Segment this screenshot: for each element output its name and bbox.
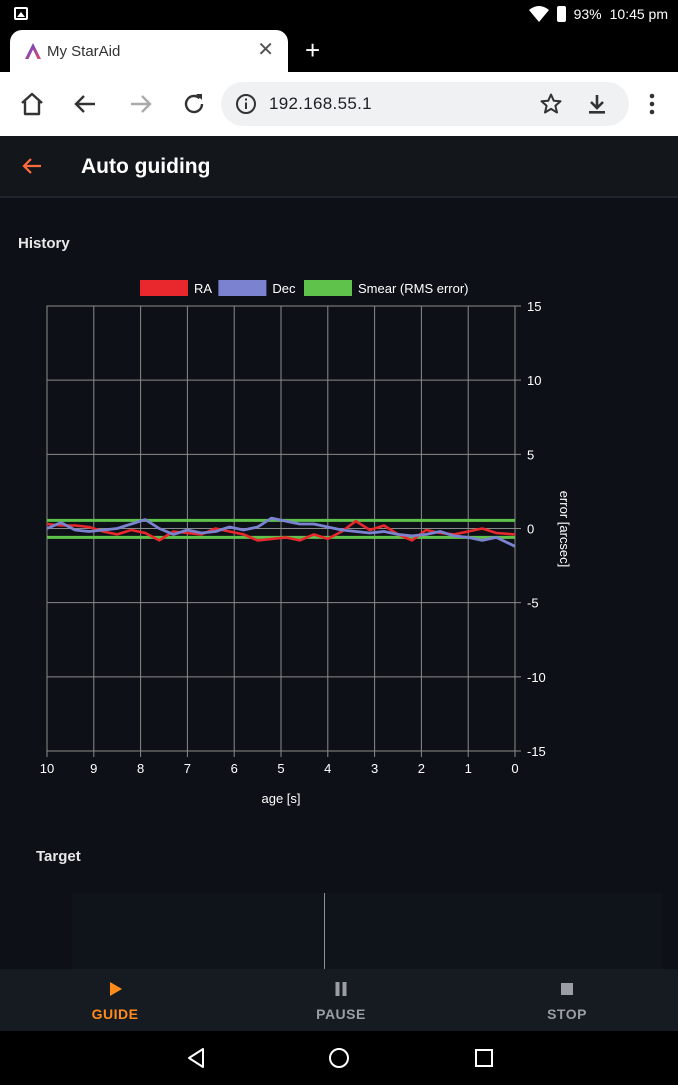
target-view bbox=[72, 893, 662, 969]
dec-legend-label: Dec bbox=[272, 281, 296, 296]
stop-icon bbox=[561, 983, 573, 995]
dec-series-line bbox=[46, 516, 516, 548]
browser-tab[interactable]: My StarAid ✕ bbox=[10, 30, 288, 72]
y-tick-label: -10 bbox=[527, 670, 546, 685]
target-title: Target bbox=[36, 848, 81, 865]
gallery-icon bbox=[14, 7, 28, 20]
stop-label: STOP bbox=[547, 1006, 587, 1022]
x-tick-label: 4 bbox=[324, 761, 331, 776]
stop-button[interactable]: STOP bbox=[454, 969, 678, 1031]
forward-icon[interactable] bbox=[126, 90, 154, 118]
history-chart-svg: RA Dec Smear (RMS error) 10 9 8 7 6 5 4 3 2 1 015105… bbox=[40, 280, 572, 806]
y-tick-label: 5 bbox=[527, 447, 534, 462]
dec-legend-swatch bbox=[218, 280, 267, 296]
x-tick-label: 8 bbox=[137, 761, 144, 776]
battery-icon bbox=[556, 6, 566, 22]
wifi-icon bbox=[528, 6, 549, 22]
ra-series-line bbox=[46, 519, 516, 542]
ra-legend-swatch bbox=[140, 280, 188, 296]
history-chart: RA Dec Smear (RMS error) 10 9 8 7 6 5 4 3 2 1 0 15 10 5… bbox=[0, 270, 678, 820]
page-title: Auto guiding bbox=[81, 155, 211, 178]
staraid-logo-icon bbox=[25, 43, 41, 59]
reload-icon[interactable] bbox=[180, 90, 208, 118]
address-bar[interactable]: 192.168.55.1 bbox=[221, 82, 629, 126]
smear-rms-error-legend-swatch bbox=[304, 280, 352, 296]
system-back-icon[interactable] bbox=[185, 1047, 207, 1069]
system-nav-bar bbox=[0, 1031, 678, 1085]
guide-button[interactable]: GUIDE bbox=[2, 969, 228, 1031]
guide-label: GUIDE bbox=[91, 1006, 139, 1022]
back-icon[interactable] bbox=[72, 90, 100, 118]
pause-icon bbox=[335, 982, 347, 996]
x-tick-label: 7 bbox=[184, 761, 191, 776]
pause-label: PAUSE bbox=[316, 1006, 366, 1022]
y-tick-label: -15 bbox=[527, 744, 546, 759]
ra-legend-label: RA bbox=[194, 281, 212, 296]
status-bar: 93% 10:45 pm bbox=[0, 0, 678, 28]
x-tick-label: 0 bbox=[511, 761, 518, 776]
target-crosshair bbox=[324, 893, 325, 969]
y-tick-label: 0 bbox=[527, 522, 534, 537]
new-tab-icon[interactable]: + bbox=[305, 35, 321, 65]
info-icon[interactable] bbox=[235, 93, 257, 115]
app-header: Auto guiding bbox=[0, 136, 678, 198]
x-axis-label: age [s] bbox=[261, 791, 300, 806]
y-tick-label: 10 bbox=[527, 373, 541, 388]
x-tick-label: 9 bbox=[90, 761, 97, 776]
home-icon[interactable] bbox=[18, 90, 46, 118]
smear-rms-error-legend-label: Smear (RMS error) bbox=[358, 281, 469, 296]
tab-title: My StarAid bbox=[47, 43, 121, 60]
bookmark-star-icon[interactable] bbox=[539, 92, 563, 116]
x-tick-label: 6 bbox=[231, 761, 238, 776]
battery-level: 93% bbox=[573, 6, 602, 22]
y-tick-label: -5 bbox=[527, 596, 539, 611]
play-icon bbox=[110, 982, 122, 996]
system-home-icon[interactable] bbox=[328, 1047, 350, 1069]
browser-toolbar: 192.168.55.1 bbox=[0, 72, 678, 136]
bottom-nav: GUIDE PAUSE STOP bbox=[0, 969, 678, 1031]
x-tick-label: 2 bbox=[418, 761, 425, 776]
x-tick-label: 10 bbox=[40, 761, 54, 776]
y-axis-label: error [arcsec] bbox=[557, 491, 572, 568]
x-tick-label: 5 bbox=[277, 761, 284, 776]
system-recents-icon[interactable] bbox=[473, 1047, 495, 1069]
download-icon[interactable] bbox=[585, 92, 609, 116]
clock: 10:45 pm bbox=[609, 6, 668, 22]
close-tab-icon[interactable]: ✕ bbox=[257, 39, 274, 61]
back-arrow-icon[interactable] bbox=[20, 154, 44, 178]
overflow-menu-icon[interactable] bbox=[640, 90, 664, 118]
x-tick-label: 1 bbox=[465, 761, 472, 776]
browser-tab-strip: My StarAid ✕ + bbox=[0, 28, 678, 72]
y-tick-label: 15 bbox=[527, 299, 541, 314]
x-tick-label: 3 bbox=[371, 761, 378, 776]
pause-button[interactable]: PAUSE bbox=[228, 969, 454, 1031]
url-text: 192.168.55.1 bbox=[269, 94, 372, 113]
history-title: History bbox=[18, 235, 70, 252]
